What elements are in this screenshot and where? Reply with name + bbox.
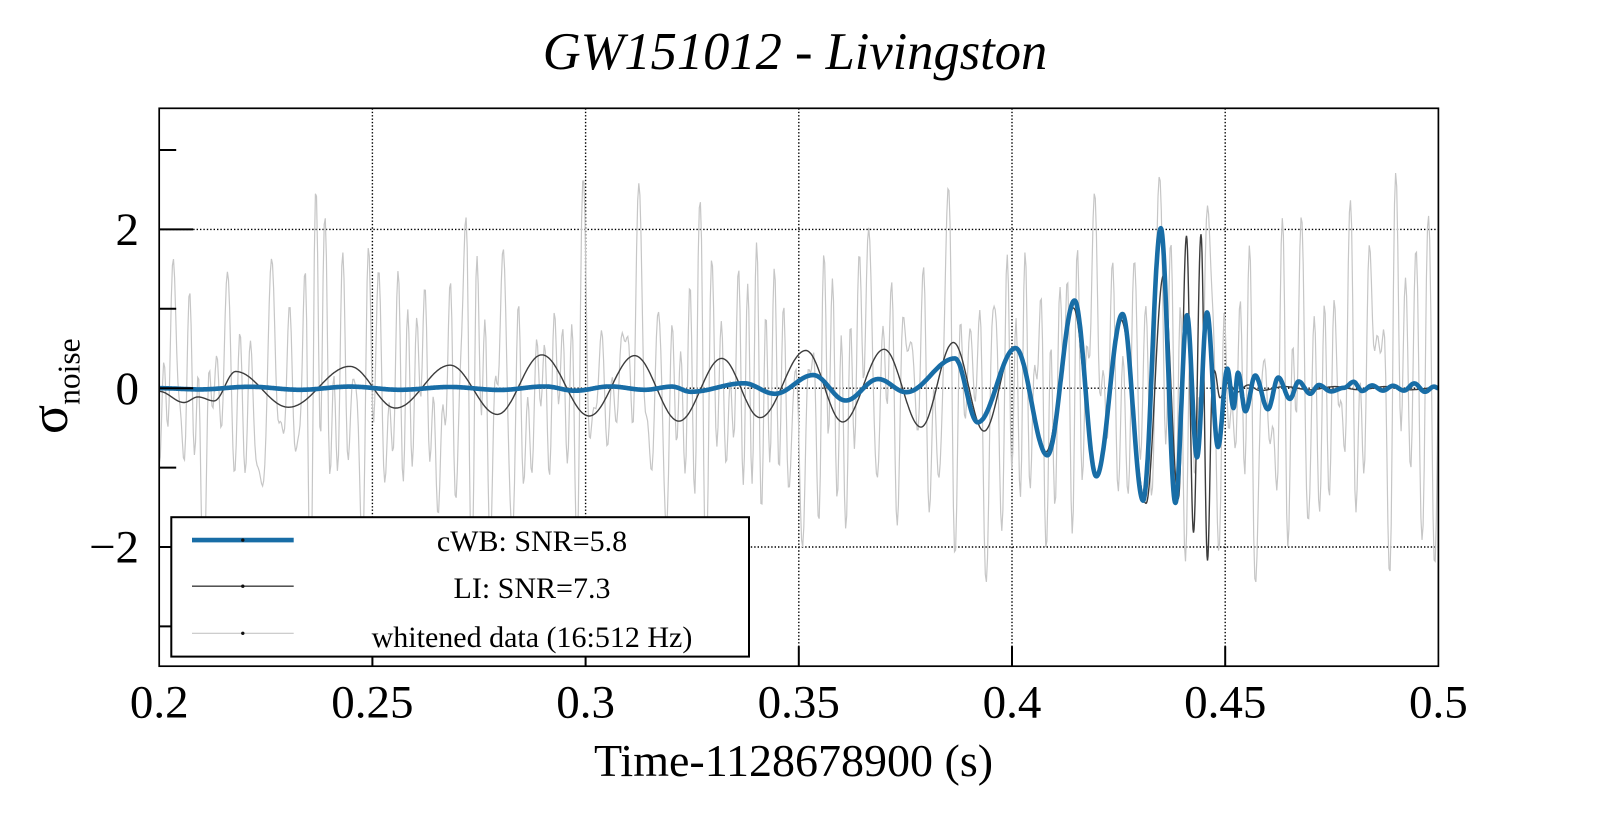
svg-text:cWB: SNR=5.8: cWB: SNR=5.8 <box>437 525 627 558</box>
svg-text:2: 2 <box>116 204 140 256</box>
svg-text:0.45: 0.45 <box>1184 677 1266 729</box>
svg-text:0.35: 0.35 <box>758 677 840 729</box>
svg-text:GW151012 - Livingston: GW151012 - Livingston <box>543 23 1048 81</box>
svg-text:0.4: 0.4 <box>983 677 1042 729</box>
svg-text:0.5: 0.5 <box>1409 677 1468 729</box>
svg-text:0.3: 0.3 <box>556 677 615 729</box>
svg-text:whitened data (16:512 Hz): whitened data (16:512 Hz) <box>372 621 693 654</box>
svg-text:0.2: 0.2 <box>130 677 189 729</box>
svg-text:0.25: 0.25 <box>331 677 413 729</box>
svg-text:0: 0 <box>116 363 140 415</box>
svg-text:LI: SNR=7.3: LI: SNR=7.3 <box>454 572 611 605</box>
svg-text:Time-1128678900 (s): Time-1128678900 (s) <box>594 735 993 786</box>
svg-text:−2: −2 <box>89 522 139 574</box>
